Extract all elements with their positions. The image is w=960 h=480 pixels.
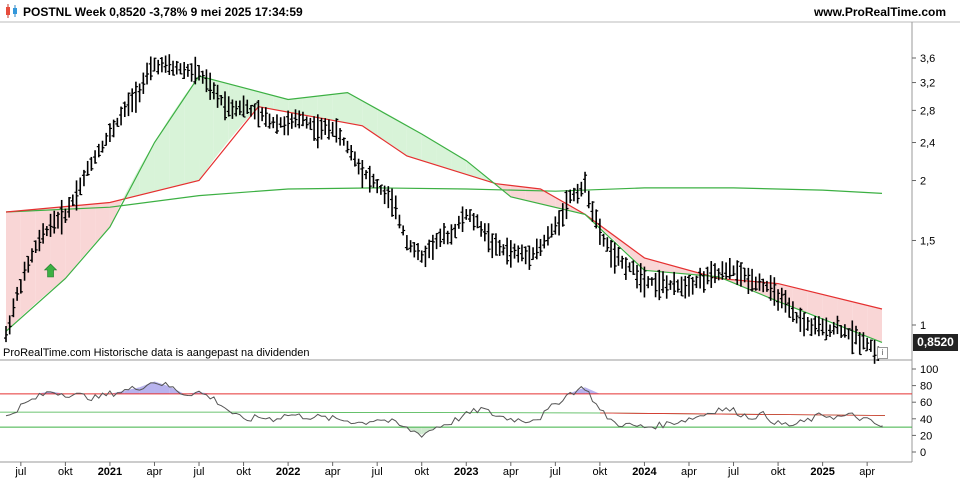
- ma-band-fill: [65, 205, 81, 279]
- x-tick-label: 2025: [810, 466, 834, 478]
- x-tick-label: apr: [681, 466, 697, 478]
- rsi-y-tick-label: 0: [920, 447, 926, 459]
- price-y-tick-label: 3,2: [920, 78, 935, 90]
- ma-band-fill: [213, 79, 229, 160]
- x-tick-label: jul: [727, 466, 739, 478]
- ma-band-fill: [792, 286, 808, 313]
- rsi-y-tick-label: 80: [920, 381, 932, 393]
- ma-band-fill: [184, 76, 200, 185]
- ma-band-fill: [80, 203, 96, 260]
- x-tick-label: apr: [325, 466, 341, 478]
- ma-band-fill: [451, 151, 467, 175]
- ma-band-fill: [169, 96, 185, 188]
- rsi-line: [5, 381, 883, 438]
- price-y-tick-label: 2,4: [920, 138, 935, 150]
- ma-band-fill: [852, 301, 868, 337]
- x-tick-label: apr: [859, 466, 875, 478]
- ma-band-fill: [659, 261, 675, 273]
- x-tick-label: 2023: [454, 466, 478, 478]
- last-price-tag: 0,8520: [913, 334, 958, 351]
- price-y-tick-label: 2: [920, 176, 926, 188]
- ma-band-fill: [273, 95, 289, 112]
- ma-band-fill: [154, 117, 170, 192]
- rsi-signal-line: [0, 411, 886, 416]
- rsi-oversold-fill: [421, 427, 437, 435]
- x-tick-label: 2021: [98, 466, 122, 478]
- ma-band-fill: [510, 185, 526, 201]
- rsi-overbought-fill: [169, 386, 185, 394]
- x-tick-label: 2022: [276, 466, 300, 478]
- ma-band-fill: [199, 76, 214, 181]
- price-y-tick-label: 1,5: [920, 235, 935, 247]
- price-y-tick-label: 2,8: [920, 105, 935, 117]
- x-tick-label: okt: [58, 466, 73, 478]
- rsi-y-tick-label: 100: [920, 364, 938, 376]
- ma-band-fill: [466, 160, 482, 179]
- x-tick-label: okt: [236, 466, 251, 478]
- chart-header: POSTNL Week 0,8520 -3,78% 9 mei 2025 17:…: [0, 0, 960, 22]
- ma-band-fill: [837, 297, 853, 330]
- ma-band-fill: [392, 116, 407, 156]
- chart-title: POSTNL Week 0,8520 -3,78% 9 mei 2025 17:…: [23, 5, 303, 19]
- ma-band-fill: [540, 189, 556, 208]
- ma-band-fill: [95, 202, 110, 243]
- ma-band-fill: [258, 91, 274, 110]
- ma-band-fill: [421, 134, 437, 165]
- x-tick-label: okt: [593, 466, 608, 478]
- ma-band-fill: [674, 265, 689, 275]
- x-tick-label: jul: [193, 466, 205, 478]
- footnote: ProRealTime.com Historische data is aang…: [3, 347, 310, 359]
- x-tick-label: apr: [147, 466, 163, 478]
- ma-band-fill: [6, 210, 21, 332]
- ma-band-fill: [302, 96, 318, 118]
- ma-band-fill: [317, 94, 333, 121]
- price-y-tick-label: 1: [920, 320, 926, 332]
- ma-band-fill: [614, 234, 630, 255]
- ma-band-fill: [406, 125, 422, 161]
- x-tick-label: 2024: [632, 466, 657, 478]
- ma-band-fill: [35, 207, 51, 304]
- ma-green-line: [5, 75, 883, 343]
- rsi-overbought-fill: [139, 381, 155, 394]
- rsi-y-tick-label: 40: [920, 414, 932, 426]
- candlestick-logo-icon: [6, 4, 17, 18]
- x-tick-label: okt: [771, 466, 786, 478]
- ma-band-fill: [807, 290, 823, 318]
- brand-url[interactable]: www.ProRealTime.com: [813, 5, 946, 19]
- price-y-tick-label: 3,6: [920, 53, 935, 65]
- ma-red-line: [5, 106, 883, 310]
- x-tick-label: jul: [549, 466, 561, 478]
- ma-band-fill: [332, 92, 348, 123]
- rsi-signal-line-red: [599, 412, 886, 416]
- rsi-y-tick-label: 60: [920, 397, 932, 409]
- ma-band-fill: [139, 142, 155, 195]
- ma-band-fill: [867, 305, 882, 343]
- ma-band-fill: [822, 294, 838, 324]
- ma-longterm-line: [5, 187, 883, 213]
- rsi-overbought-fill: [124, 387, 140, 394]
- ma-band-fill: [109, 194, 125, 228]
- x-tick-label: apr: [503, 466, 519, 478]
- ma-band-fill: [362, 100, 378, 136]
- x-tick-label: jul: [371, 466, 383, 478]
- ma-band-fill: [347, 92, 363, 126]
- ma-band-fill: [377, 108, 393, 146]
- x-tick-label: jul: [14, 466, 26, 478]
- x-tick-label: okt: [414, 466, 429, 478]
- info-icon[interactable]: i: [877, 347, 888, 359]
- buy-signal-arrow-icon: [43, 263, 58, 278]
- rsi-y-tick-label: 20: [920, 430, 932, 442]
